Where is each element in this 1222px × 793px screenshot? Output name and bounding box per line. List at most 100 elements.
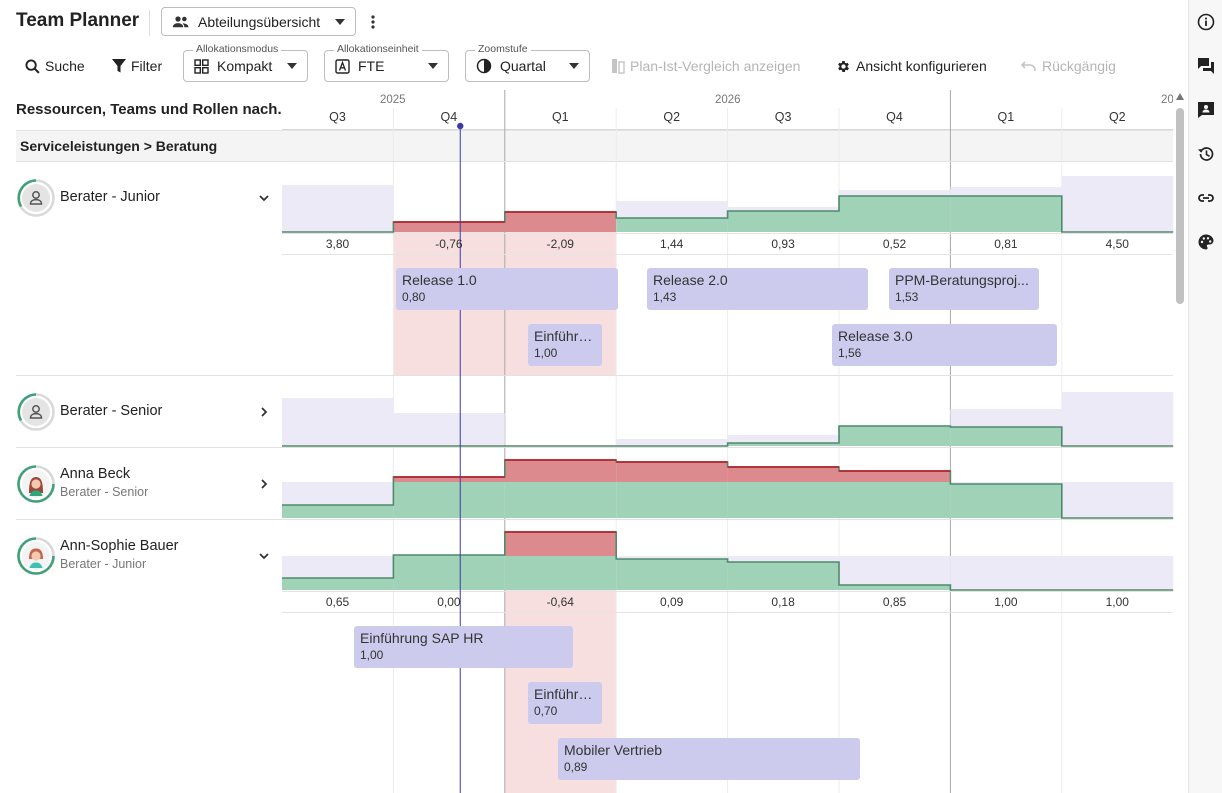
theme-button[interactable] [1196, 232, 1216, 252]
view-select[interactable]: Abteilungsübersicht [161, 7, 356, 36]
info-button[interactable] [1196, 12, 1216, 32]
allocation-area [950, 484, 1062, 518]
remaining-capacity-value: 0,93 [771, 237, 795, 251]
project-name: Release 2.0 [653, 272, 728, 288]
allocation-area [504, 556, 617, 590]
overbooked-area [616, 462, 728, 482]
plan-actual-label: Plan-Ist-Vergleich anzeigen [630, 58, 801, 74]
scroll-up-arrow[interactable] [1176, 93, 1184, 100]
collapse-row-button[interactable] [257, 549, 271, 563]
project-fte: 1,56 [838, 346, 862, 360]
contact-card-button[interactable] [1196, 100, 1216, 120]
overbooked-area [393, 477, 505, 482]
overbooked-area [727, 467, 839, 482]
allocation-unit-value: FTE [358, 58, 385, 74]
allocation-area [727, 482, 839, 518]
allocation-bar[interactable]: Einführung SAP HR 1,00 [354, 626, 573, 668]
project-fte: 0,80 [402, 290, 426, 304]
capacity-area [1061, 556, 1174, 590]
scrollbar-thumb[interactable] [1176, 108, 1184, 304]
allocation-area [282, 505, 394, 518]
remaining-capacity-value: 0,85 [882, 595, 907, 609]
zoom-select[interactable]: Zoomstufe Quartal [465, 43, 590, 82]
configure-view-button[interactable]: Ansicht konfigurieren [836, 56, 987, 76]
resource-name: Berater - Senior [60, 403, 163, 419]
right-sidebar [1188, 0, 1222, 793]
forum-icon [1198, 58, 1214, 74]
quarter-label: Q1 [997, 110, 1015, 124]
more-options-button[interactable] [364, 10, 382, 34]
allocation-unit-legend: Allokationseinheit [334, 43, 422, 56]
info-icon [1197, 13, 1215, 31]
capacity-area [1061, 176, 1174, 232]
dropdown-arrow-icon [287, 63, 297, 69]
remaining-capacity-value: -2,09 [546, 237, 574, 251]
collapse-row-button[interactable] [257, 191, 271, 205]
filter-button[interactable]: Filter [112, 56, 162, 76]
filter-label: Filter [131, 58, 163, 74]
plan-actual-button[interactable]: Plan-Ist-Vergleich anzeigen [611, 56, 800, 76]
history-button[interactable] [1196, 144, 1216, 164]
comments-button[interactable] [1196, 56, 1216, 76]
capacity-area [727, 435, 839, 446]
year-label: 2026 [715, 94, 741, 106]
resource-name: Anna Beck [60, 466, 131, 482]
project-name: Einführu... [534, 686, 596, 702]
quarter-label: Q3 [329, 110, 346, 124]
project-fte: 0,70 [534, 704, 558, 718]
remaining-capacity-value: 3,80 [325, 237, 350, 251]
woman-avatar-icon [17, 465, 55, 503]
allocation-line [282, 531, 1174, 591]
quarter-label: Q4 [440, 110, 458, 124]
undo-button[interactable]: Rückgängig [1021, 56, 1116, 76]
remaining-capacity-value: -0,64 [546, 595, 574, 609]
quarter-label: Q2 [663, 110, 681, 124]
capacity-area [950, 556, 1062, 590]
remaining-capacity-value: 0,00 [437, 595, 461, 609]
remaining-capacity-value: 0,18 [771, 595, 795, 609]
overbooked-area [504, 212, 617, 232]
role-avatar [17, 393, 55, 431]
allocation-unit-select[interactable]: Allokationseinheit FTE [324, 43, 449, 82]
chevron-down-icon [259, 195, 269, 202]
search-icon [25, 58, 40, 74]
allocation-bar[interactable]: Einführu... 1,00 [528, 324, 602, 366]
overbooked-area [504, 460, 617, 482]
allocation-bar[interactable]: Release 3.0 1,56 [832, 324, 1057, 366]
person-icon [17, 393, 55, 431]
person-icon [17, 179, 55, 217]
gear-icon [838, 60, 849, 72]
remaining-capacity-value: 0,65 [325, 595, 350, 609]
allocation-area [839, 585, 951, 590]
quarter-label: Q1 [551, 110, 569, 124]
allocation-area [839, 426, 951, 446]
project-fte: 1,00 [534, 346, 558, 360]
expand-row-button[interactable] [257, 405, 271, 419]
allocation-line [282, 425, 1174, 447]
search-button[interactable]: Suche [25, 56, 85, 76]
remaining-capacity-value: 0,09 [660, 595, 684, 609]
resource-name: Ann-Sophie Bauer [60, 538, 179, 554]
resource-role: Berater - Junior [60, 557, 147, 571]
allocation-mode-value: Kompakt [217, 58, 273, 74]
project-name: Mobiler Vertrieb [564, 742, 663, 758]
chevron-right-icon [261, 407, 268, 417]
link-button[interactable] [1196, 188, 1216, 208]
undo-icon [1021, 61, 1036, 71]
today-marker [457, 122, 464, 130]
allocation-bar[interactable]: Release 1.0 0,80 [396, 268, 618, 310]
group-icon [172, 15, 189, 27]
allocation-area [504, 482, 617, 518]
allocation-bar[interactable]: Release 2.0 1,43 [647, 268, 868, 310]
dropdown-arrow-icon [335, 18, 345, 25]
allocation-bar[interactable]: Einführu... 0,70 [528, 682, 602, 724]
expand-row-button[interactable] [257, 477, 271, 491]
allocation-bar[interactable]: PPM-Beratungsproj... 1,53 [889, 268, 1039, 310]
project-fte: 1,53 [895, 290, 919, 304]
capacity-area [282, 398, 394, 446]
allocation-mode-select[interactable]: Allokationsmodus Kompakt [183, 43, 308, 82]
dropdown-arrow-icon [569, 63, 579, 69]
allocation-bar[interactable]: Mobiler Vertrieb 0,89 [558, 738, 860, 780]
palette-icon [1198, 234, 1214, 250]
remaining-capacity-value: 0,81 [994, 237, 1018, 251]
